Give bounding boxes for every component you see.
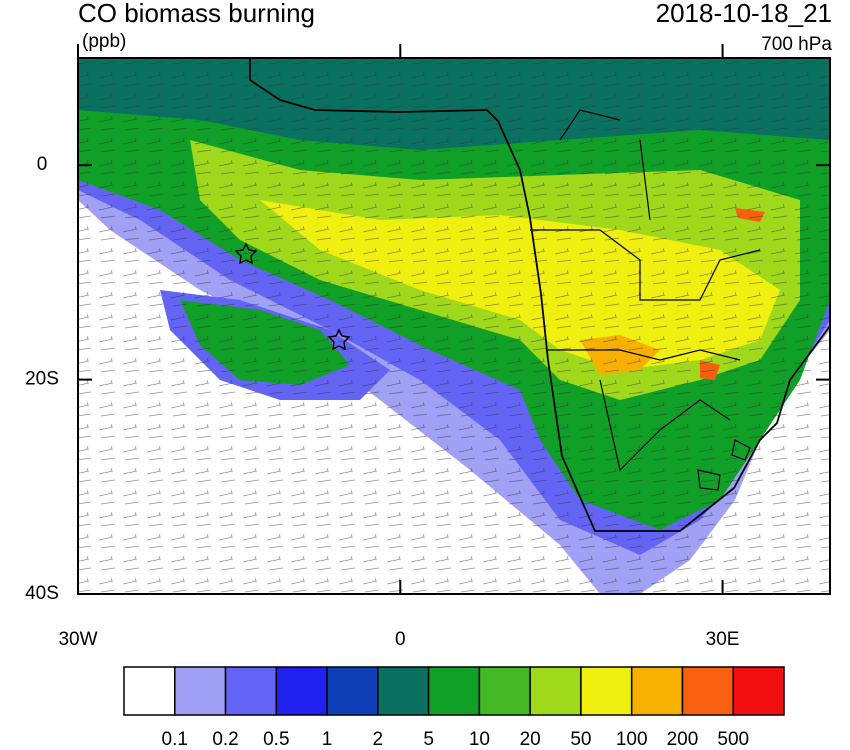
title: CO biomass burning xyxy=(78,0,315,28)
colorbar-box xyxy=(478,666,531,716)
colorbar-box xyxy=(630,666,684,716)
colorbar-label: 0.2 xyxy=(212,729,238,750)
colorbar: 0.1 0.2 0.5 1 2 5 10 20 50 100 200 500 xyxy=(123,666,785,750)
colorbar-box xyxy=(580,666,633,716)
axes: 30W 0 30E 0 20S 40S xyxy=(25,44,830,650)
colorbar-box xyxy=(326,666,379,716)
colorbar-label: 500 xyxy=(717,729,749,750)
colorbar-box xyxy=(529,666,582,716)
colorbar-label: 10 xyxy=(469,729,490,750)
x-tick-label: 0 xyxy=(395,629,406,650)
colorbar-label: 20 xyxy=(520,729,541,750)
y-tick-label: 0 xyxy=(37,154,48,175)
colorbar-box xyxy=(427,666,481,716)
x-tick-label: 30E xyxy=(706,629,740,650)
colorbar-label: 1 xyxy=(322,729,333,750)
colorbar-box xyxy=(377,666,430,716)
colorbar-label: 0.1 xyxy=(162,729,188,750)
colorbar-label: 100 xyxy=(616,729,648,750)
colorbar-label: 200 xyxy=(667,729,699,750)
colorbar-box xyxy=(224,666,278,716)
units: (ppb) xyxy=(82,31,126,52)
colorbar-label: 0.5 xyxy=(263,729,289,750)
map-frame xyxy=(77,57,831,595)
y-tick-label: 40S xyxy=(25,583,59,604)
colorbar-box xyxy=(732,666,785,716)
colorbar-label: 2 xyxy=(373,729,384,750)
map-field xyxy=(78,58,830,594)
x-tick-label: 30W xyxy=(58,629,97,650)
colorbar-box xyxy=(275,666,328,716)
y-tick-label: 20S xyxy=(25,369,59,390)
colorbar-label: 50 xyxy=(570,729,591,750)
pressure-level: 700 hPa xyxy=(761,34,832,55)
colorbar-label: 5 xyxy=(423,729,434,750)
colorbar-box xyxy=(174,666,227,716)
valid-time: 2018-10-18_21 xyxy=(656,0,832,28)
colorbar-box xyxy=(681,666,734,716)
colorbar-box xyxy=(123,666,176,716)
